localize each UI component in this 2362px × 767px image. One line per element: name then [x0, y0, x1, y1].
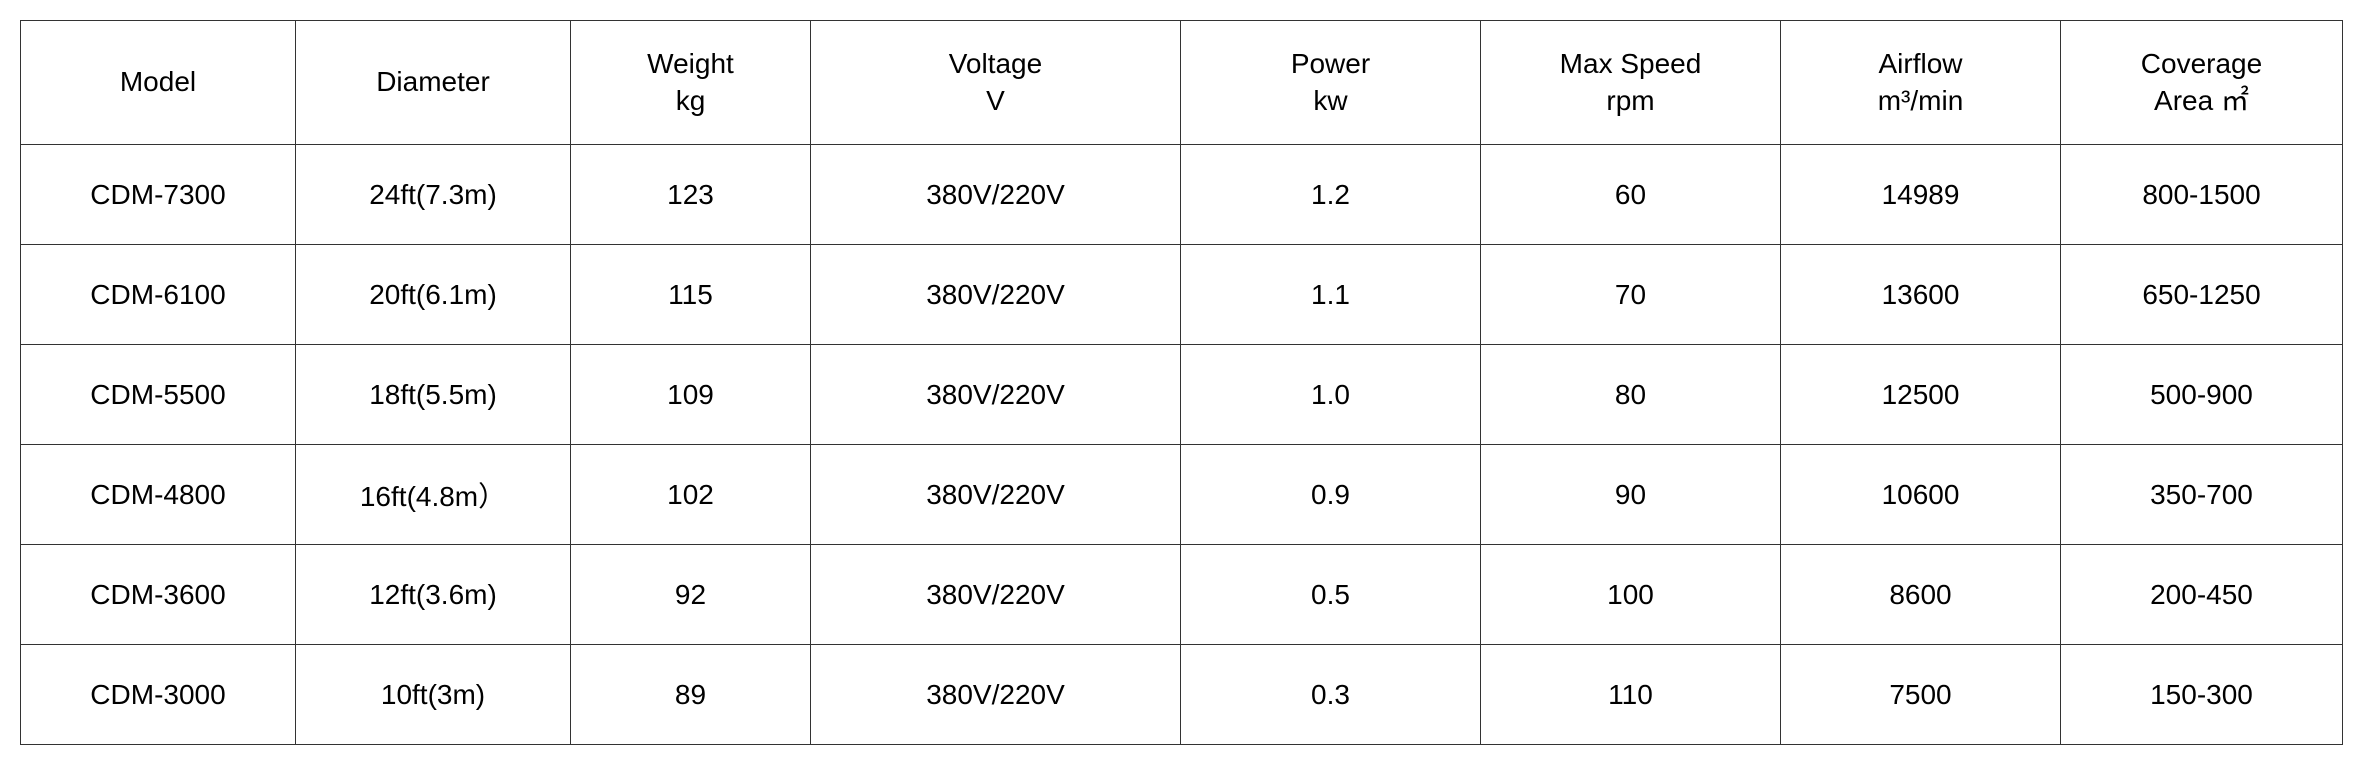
- header-unit: m³/min: [1878, 85, 1964, 116]
- cell-diameter: 16ft(4.8m）: [296, 445, 571, 545]
- cell-coverage: 200-450: [2061, 545, 2343, 645]
- cell-model: CDM-6100: [21, 245, 296, 345]
- column-header-coverage: Coverage Area ㎡: [2061, 21, 2343, 145]
- cell-airflow: 10600: [1781, 445, 2061, 545]
- header-unit: V: [986, 85, 1005, 116]
- column-header-airflow: Airflow m³/min: [1781, 21, 2061, 145]
- header-text: Power: [1291, 48, 1370, 79]
- column-header-power: Power kw: [1181, 21, 1481, 145]
- cell-voltage: 380V/220V: [811, 345, 1181, 445]
- header-text: Voltage: [949, 48, 1042, 79]
- cell-airflow: 12500: [1781, 345, 2061, 445]
- cell-voltage: 380V/220V: [811, 245, 1181, 345]
- cell-diameter: 24ft(7.3m): [296, 145, 571, 245]
- cell-speed: 110: [1481, 645, 1781, 745]
- cell-speed: 60: [1481, 145, 1781, 245]
- header-text: Diameter: [376, 66, 490, 97]
- header-text: Weight: [647, 48, 734, 79]
- table-row: CDM-4800 16ft(4.8m） 102 380V/220V 0.9 90…: [21, 445, 2343, 545]
- cell-diameter: 18ft(5.5m): [296, 345, 571, 445]
- table-row: CDM-5500 18ft(5.5m) 109 380V/220V 1.0 80…: [21, 345, 2343, 445]
- header-text: Airflow: [1878, 48, 1962, 79]
- cell-coverage: 650-1250: [2061, 245, 2343, 345]
- cell-voltage: 380V/220V: [811, 445, 1181, 545]
- cell-power: 0.9: [1181, 445, 1481, 545]
- cell-diameter: 20ft(6.1m): [296, 245, 571, 345]
- specifications-table: Model Diameter Weight kg Voltage V Power…: [20, 20, 2343, 745]
- cell-weight: 123: [571, 145, 811, 245]
- cell-model: CDM-3600: [21, 545, 296, 645]
- cell-diameter: 10ft(3m): [296, 645, 571, 745]
- table-row: CDM-7300 24ft(7.3m) 123 380V/220V 1.2 60…: [21, 145, 2343, 245]
- cell-diameter: 12ft(3.6m): [296, 545, 571, 645]
- cell-power: 1.1: [1181, 245, 1481, 345]
- cell-speed: 70: [1481, 245, 1781, 345]
- column-header-weight: Weight kg: [571, 21, 811, 145]
- cell-coverage: 500-900: [2061, 345, 2343, 445]
- cell-weight: 102: [571, 445, 811, 545]
- cell-voltage: 380V/220V: [811, 145, 1181, 245]
- cell-model: CDM-7300: [21, 145, 296, 245]
- cell-coverage: 150-300: [2061, 645, 2343, 745]
- cell-weight: 89: [571, 645, 811, 745]
- cell-speed: 100: [1481, 545, 1781, 645]
- table-header-row: Model Diameter Weight kg Voltage V Power…: [21, 21, 2343, 145]
- cell-coverage: 800-1500: [2061, 145, 2343, 245]
- table-row: CDM-3600 12ft(3.6m) 92 380V/220V 0.5 100…: [21, 545, 2343, 645]
- cell-power: 0.3: [1181, 645, 1481, 745]
- cell-airflow: 14989: [1781, 145, 2061, 245]
- header-unit: kg: [676, 85, 706, 116]
- header-unit: Area ㎡: [2154, 85, 2249, 116]
- cell-power: 0.5: [1181, 545, 1481, 645]
- cell-airflow: 7500: [1781, 645, 2061, 745]
- cell-speed: 90: [1481, 445, 1781, 545]
- cell-model: CDM-4800: [21, 445, 296, 545]
- table-row: CDM-3000 10ft(3m) 89 380V/220V 0.3 110 7…: [21, 645, 2343, 745]
- header-text: Max Speed: [1560, 48, 1702, 79]
- cell-power: 1.0: [1181, 345, 1481, 445]
- header-unit: kw: [1313, 85, 1347, 116]
- column-header-model: Model: [21, 21, 296, 145]
- cell-power: 1.2: [1181, 145, 1481, 245]
- cell-model: CDM-5500: [21, 345, 296, 445]
- header-text: Model: [120, 66, 196, 97]
- cell-weight: 115: [571, 245, 811, 345]
- cell-weight: 109: [571, 345, 811, 445]
- column-header-speed: Max Speed rpm: [1481, 21, 1781, 145]
- cell-speed: 80: [1481, 345, 1781, 445]
- column-header-voltage: Voltage V: [811, 21, 1181, 145]
- cell-airflow: 8600: [1781, 545, 2061, 645]
- cell-model: CDM-3000: [21, 645, 296, 745]
- cell-voltage: 380V/220V: [811, 645, 1181, 745]
- cell-coverage: 350-700: [2061, 445, 2343, 545]
- cell-voltage: 380V/220V: [811, 545, 1181, 645]
- cell-airflow: 13600: [1781, 245, 2061, 345]
- column-header-diameter: Diameter: [296, 21, 571, 145]
- header-text: Coverage: [2141, 48, 2262, 79]
- header-unit: rpm: [1606, 85, 1654, 116]
- cell-weight: 92: [571, 545, 811, 645]
- table-row: CDM-6100 20ft(6.1m) 115 380V/220V 1.1 70…: [21, 245, 2343, 345]
